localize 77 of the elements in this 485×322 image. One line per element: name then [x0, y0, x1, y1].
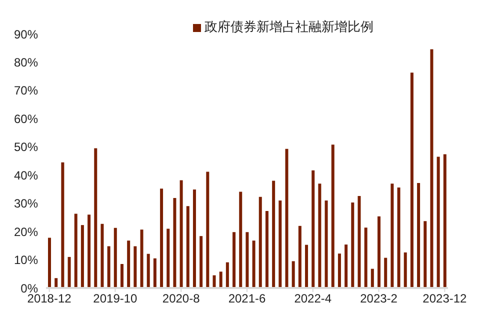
bar — [166, 228, 170, 288]
x-tick-label: 2021-6 — [228, 292, 266, 306]
bar — [239, 192, 242, 288]
bar — [146, 254, 150, 288]
bar — [305, 244, 308, 288]
bar — [436, 156, 440, 288]
bar — [74, 214, 78, 288]
bar — [94, 148, 98, 288]
bar — [331, 144, 334, 288]
bar — [417, 183, 420, 288]
x-tick-label: 2022-4 — [294, 292, 332, 306]
bar — [68, 256, 71, 288]
y-tick-label: 10% — [14, 253, 38, 268]
bar — [61, 162, 64, 288]
bar — [114, 228, 117, 288]
bar — [298, 226, 302, 288]
y-tick-label: 50% — [14, 140, 38, 154]
bar — [404, 252, 407, 288]
bar — [212, 275, 216, 288]
bar — [384, 258, 388, 288]
bar — [370, 268, 374, 288]
bar — [88, 214, 91, 288]
y-tick-label: 20% — [14, 224, 38, 239]
y-tick-label: 70% — [14, 84, 38, 98]
y-tick-label: 30% — [14, 196, 38, 211]
y-tick-label: 60% — [14, 112, 38, 126]
bar — [107, 246, 110, 288]
bar — [258, 196, 262, 288]
bar — [285, 148, 288, 288]
bar — [206, 172, 210, 288]
x-tick-label: 2020-8 — [162, 292, 200, 306]
bar — [272, 180, 276, 288]
bar — [292, 261, 295, 288]
legend-label: 政府债券新增占社融新增比例 — [204, 19, 374, 34]
bar — [160, 188, 164, 288]
bar — [364, 228, 368, 288]
bar — [430, 49, 434, 288]
bar — [324, 200, 328, 288]
bar — [134, 246, 137, 288]
bar — [127, 240, 130, 288]
bar — [173, 198, 176, 288]
bar — [200, 236, 203, 288]
bar — [120, 264, 124, 288]
bar — [100, 224, 104, 288]
bar — [252, 240, 256, 288]
bar — [397, 188, 400, 288]
x-tick-label: 2023-2 — [360, 292, 398, 306]
bar — [80, 225, 84, 288]
bar — [180, 180, 183, 288]
bar — [153, 258, 156, 288]
y-tick-label: 80% — [14, 55, 38, 70]
bar — [424, 221, 427, 288]
bar — [378, 216, 381, 288]
x-tick-label: 2019-10 — [93, 292, 138, 306]
bar — [278, 200, 282, 288]
bar — [390, 184, 394, 288]
bar — [312, 170, 315, 288]
bar — [219, 272, 222, 288]
bar — [351, 202, 354, 288]
bar — [338, 254, 341, 288]
bar — [358, 196, 361, 288]
bar — [54, 278, 58, 288]
bar — [232, 232, 236, 288]
bar — [265, 210, 268, 288]
y-tick-label: 90% — [14, 27, 38, 42]
bar — [48, 238, 51, 288]
bar — [246, 232, 249, 288]
bar — [140, 230, 144, 288]
bar — [186, 206, 190, 288]
bar — [344, 244, 348, 288]
y-tick-label: 40% — [14, 168, 38, 182]
bar — [410, 72, 414, 288]
bar — [226, 262, 229, 288]
bar — [443, 154, 446, 288]
bar — [192, 190, 196, 288]
bar — [318, 184, 322, 288]
x-tick-label: 2023-12 — [422, 292, 468, 306]
